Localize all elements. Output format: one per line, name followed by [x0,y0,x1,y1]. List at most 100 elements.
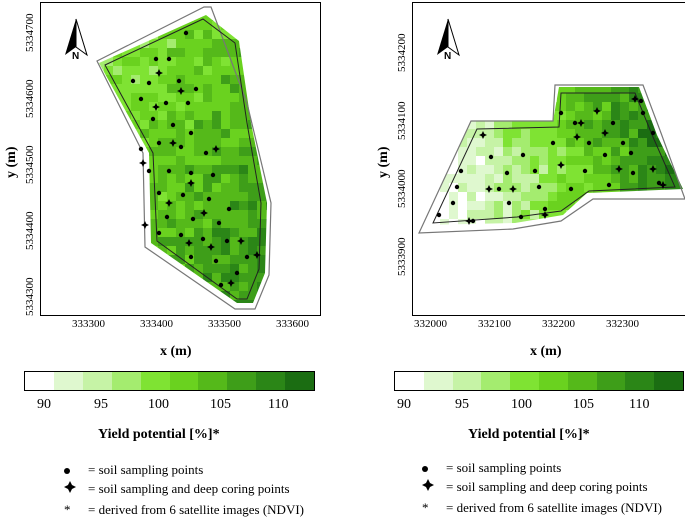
raster-cell [86,282,95,291]
raster-cell [557,309,566,315]
raster-cell [122,138,131,147]
raster-cell [293,192,302,201]
raster-cell [176,219,185,228]
raster-cell [593,147,602,156]
left-x-tick-3: 333600 [276,318,309,330]
raster-cell [104,165,113,174]
raster-cell [50,264,59,273]
raster-cell [620,201,629,210]
raster-cell [530,183,539,192]
raster-cell [512,255,521,264]
raster-cell [212,219,221,228]
raster-cell [68,291,77,300]
raster-cell [104,300,113,303]
raster-cell [575,282,584,291]
raster-cell [212,120,221,129]
raster-cell [122,282,131,291]
raster-cell [423,129,431,138]
raster-cell [512,21,521,30]
raster-cell [41,192,50,201]
raster-cell [584,120,593,129]
raster-cell [86,165,95,174]
raster-cell [620,210,629,219]
raster-cell [275,129,284,138]
raster-cell [230,246,239,255]
raster-cell [104,255,113,264]
raster-cell [449,228,458,237]
raster-cell [467,30,476,39]
raster-cell [620,282,629,291]
raster-cell [476,165,485,174]
raster-cell [221,156,230,165]
raster-cell [530,219,539,225]
raster-cell [476,111,485,120]
raster-cell [629,21,638,30]
raster-cell [629,282,638,291]
raster-cell [647,246,656,255]
raster-cell [656,174,665,183]
raster-cell [548,201,557,210]
raster-cell [221,201,230,210]
raster-cell [584,273,593,282]
raster-cell [158,273,167,282]
raster-cell [423,87,431,93]
raster-cell [638,21,647,30]
raster-cell [674,210,683,219]
raster-cell [284,48,293,57]
raster-cell [494,192,503,201]
raster-cell [611,147,620,156]
raster-cell [431,102,440,111]
raster-cell [503,21,512,30]
raster-cell [530,3,539,12]
raster-cell [566,147,575,156]
raster-cell [275,255,284,264]
raster-cell [257,102,266,111]
raster-cell [665,255,674,264]
raster-cell [239,102,248,111]
raster-cell [41,147,50,156]
right-field-boundary-outer [418,84,685,234]
raster-cell [449,237,458,246]
raster-cell [674,156,683,165]
raster-cell [431,138,440,147]
raster-cell [611,219,620,225]
raster-cell [140,120,149,129]
raster-cell [494,165,503,174]
raster-cell [530,300,539,309]
deep-coring-point [212,145,220,153]
raster-cell [113,174,122,183]
raster-cell [149,138,158,147]
raster-cell [638,255,647,264]
soil-sampling-point [146,168,152,174]
raster-cell [467,183,476,192]
raster-cell [41,174,50,183]
raster-cell [239,183,248,192]
raster-cell [557,237,566,246]
raster-cell [485,87,494,93]
raster-cell [638,282,647,291]
raster-cell [248,291,257,300]
raster-cell [467,192,476,201]
raster-cell [449,165,458,174]
raster-cell [674,93,683,102]
raster-cell [413,84,422,93]
raster-cell [230,57,239,66]
raster-cell [59,201,68,210]
raster-cell [230,93,239,102]
raster-cell [647,183,656,192]
raster-cell [99,120,104,129]
soil-sampling-point [628,150,634,156]
raster-cell [194,138,203,147]
raster-cell [41,237,50,246]
raster-cell [77,3,86,12]
raster-cell [185,192,194,201]
raster-cell [176,21,185,30]
raster-cell [248,102,257,111]
raster-cell [194,93,203,102]
raster-cell [566,246,575,255]
left-colorbar-title: Yield potential [%]* [98,427,220,442]
raster-cell [620,228,629,237]
raster-cell [548,192,557,201]
raster-cell [611,291,620,300]
raster-cell [275,246,284,255]
